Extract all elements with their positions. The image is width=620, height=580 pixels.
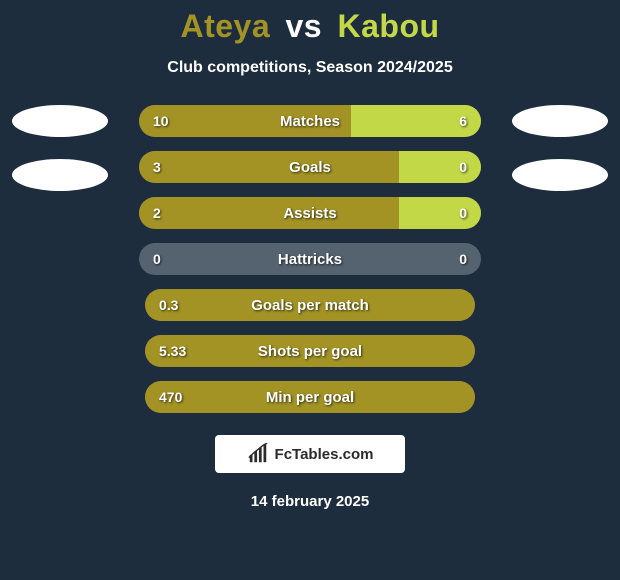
player2-badge-2 — [512, 159, 608, 191]
stat-row: 0.3Goals per match — [145, 289, 475, 321]
stat-label: Goals — [139, 159, 481, 176]
stat-label: Hattricks — [139, 251, 481, 268]
player1-badge-1 — [12, 105, 108, 137]
stat-row: 470Min per goal — [145, 381, 475, 413]
player1-badges — [12, 105, 108, 191]
branding-badge: FcTables.com — [215, 435, 405, 473]
page-title: Ateya vs Kabou — [0, 8, 620, 45]
date-text: 14 february 2025 — [0, 493, 620, 510]
stat-row: 00Hattricks — [139, 243, 481, 275]
player2-badge-1 — [512, 105, 608, 137]
comparison-infographic: Ateya vs Kabou Club competitions, Season… — [0, 0, 620, 580]
chart-icon — [247, 443, 269, 465]
stats-area: 106Matches 30Goals 20Assists 00Hattricks 0.3… — [0, 105, 620, 413]
stat-label: Shots per goal — [145, 343, 475, 360]
title-player1: Ateya — [180, 8, 270, 44]
stat-label: Goals per match — [145, 297, 475, 314]
stat-label: Assists — [139, 205, 481, 222]
branding-text: FcTables.com — [275, 446, 374, 463]
title-player2: Kabou — [337, 8, 439, 44]
stat-label: Min per goal — [145, 389, 475, 406]
stat-row: 20Assists — [139, 197, 481, 229]
stat-row: 106Matches — [139, 105, 481, 137]
stat-bars: 106Matches 30Goals 20Assists 00Hattricks 0.3… — [139, 105, 481, 413]
stat-label: Matches — [139, 113, 481, 130]
subtitle: Club competitions, Season 2024/2025 — [0, 59, 620, 77]
player2-badges — [512, 105, 608, 191]
title-vs: vs — [286, 8, 323, 44]
player1-badge-2 — [12, 159, 108, 191]
stat-row: 30Goals — [139, 151, 481, 183]
stat-row: 5.33Shots per goal — [145, 335, 475, 367]
